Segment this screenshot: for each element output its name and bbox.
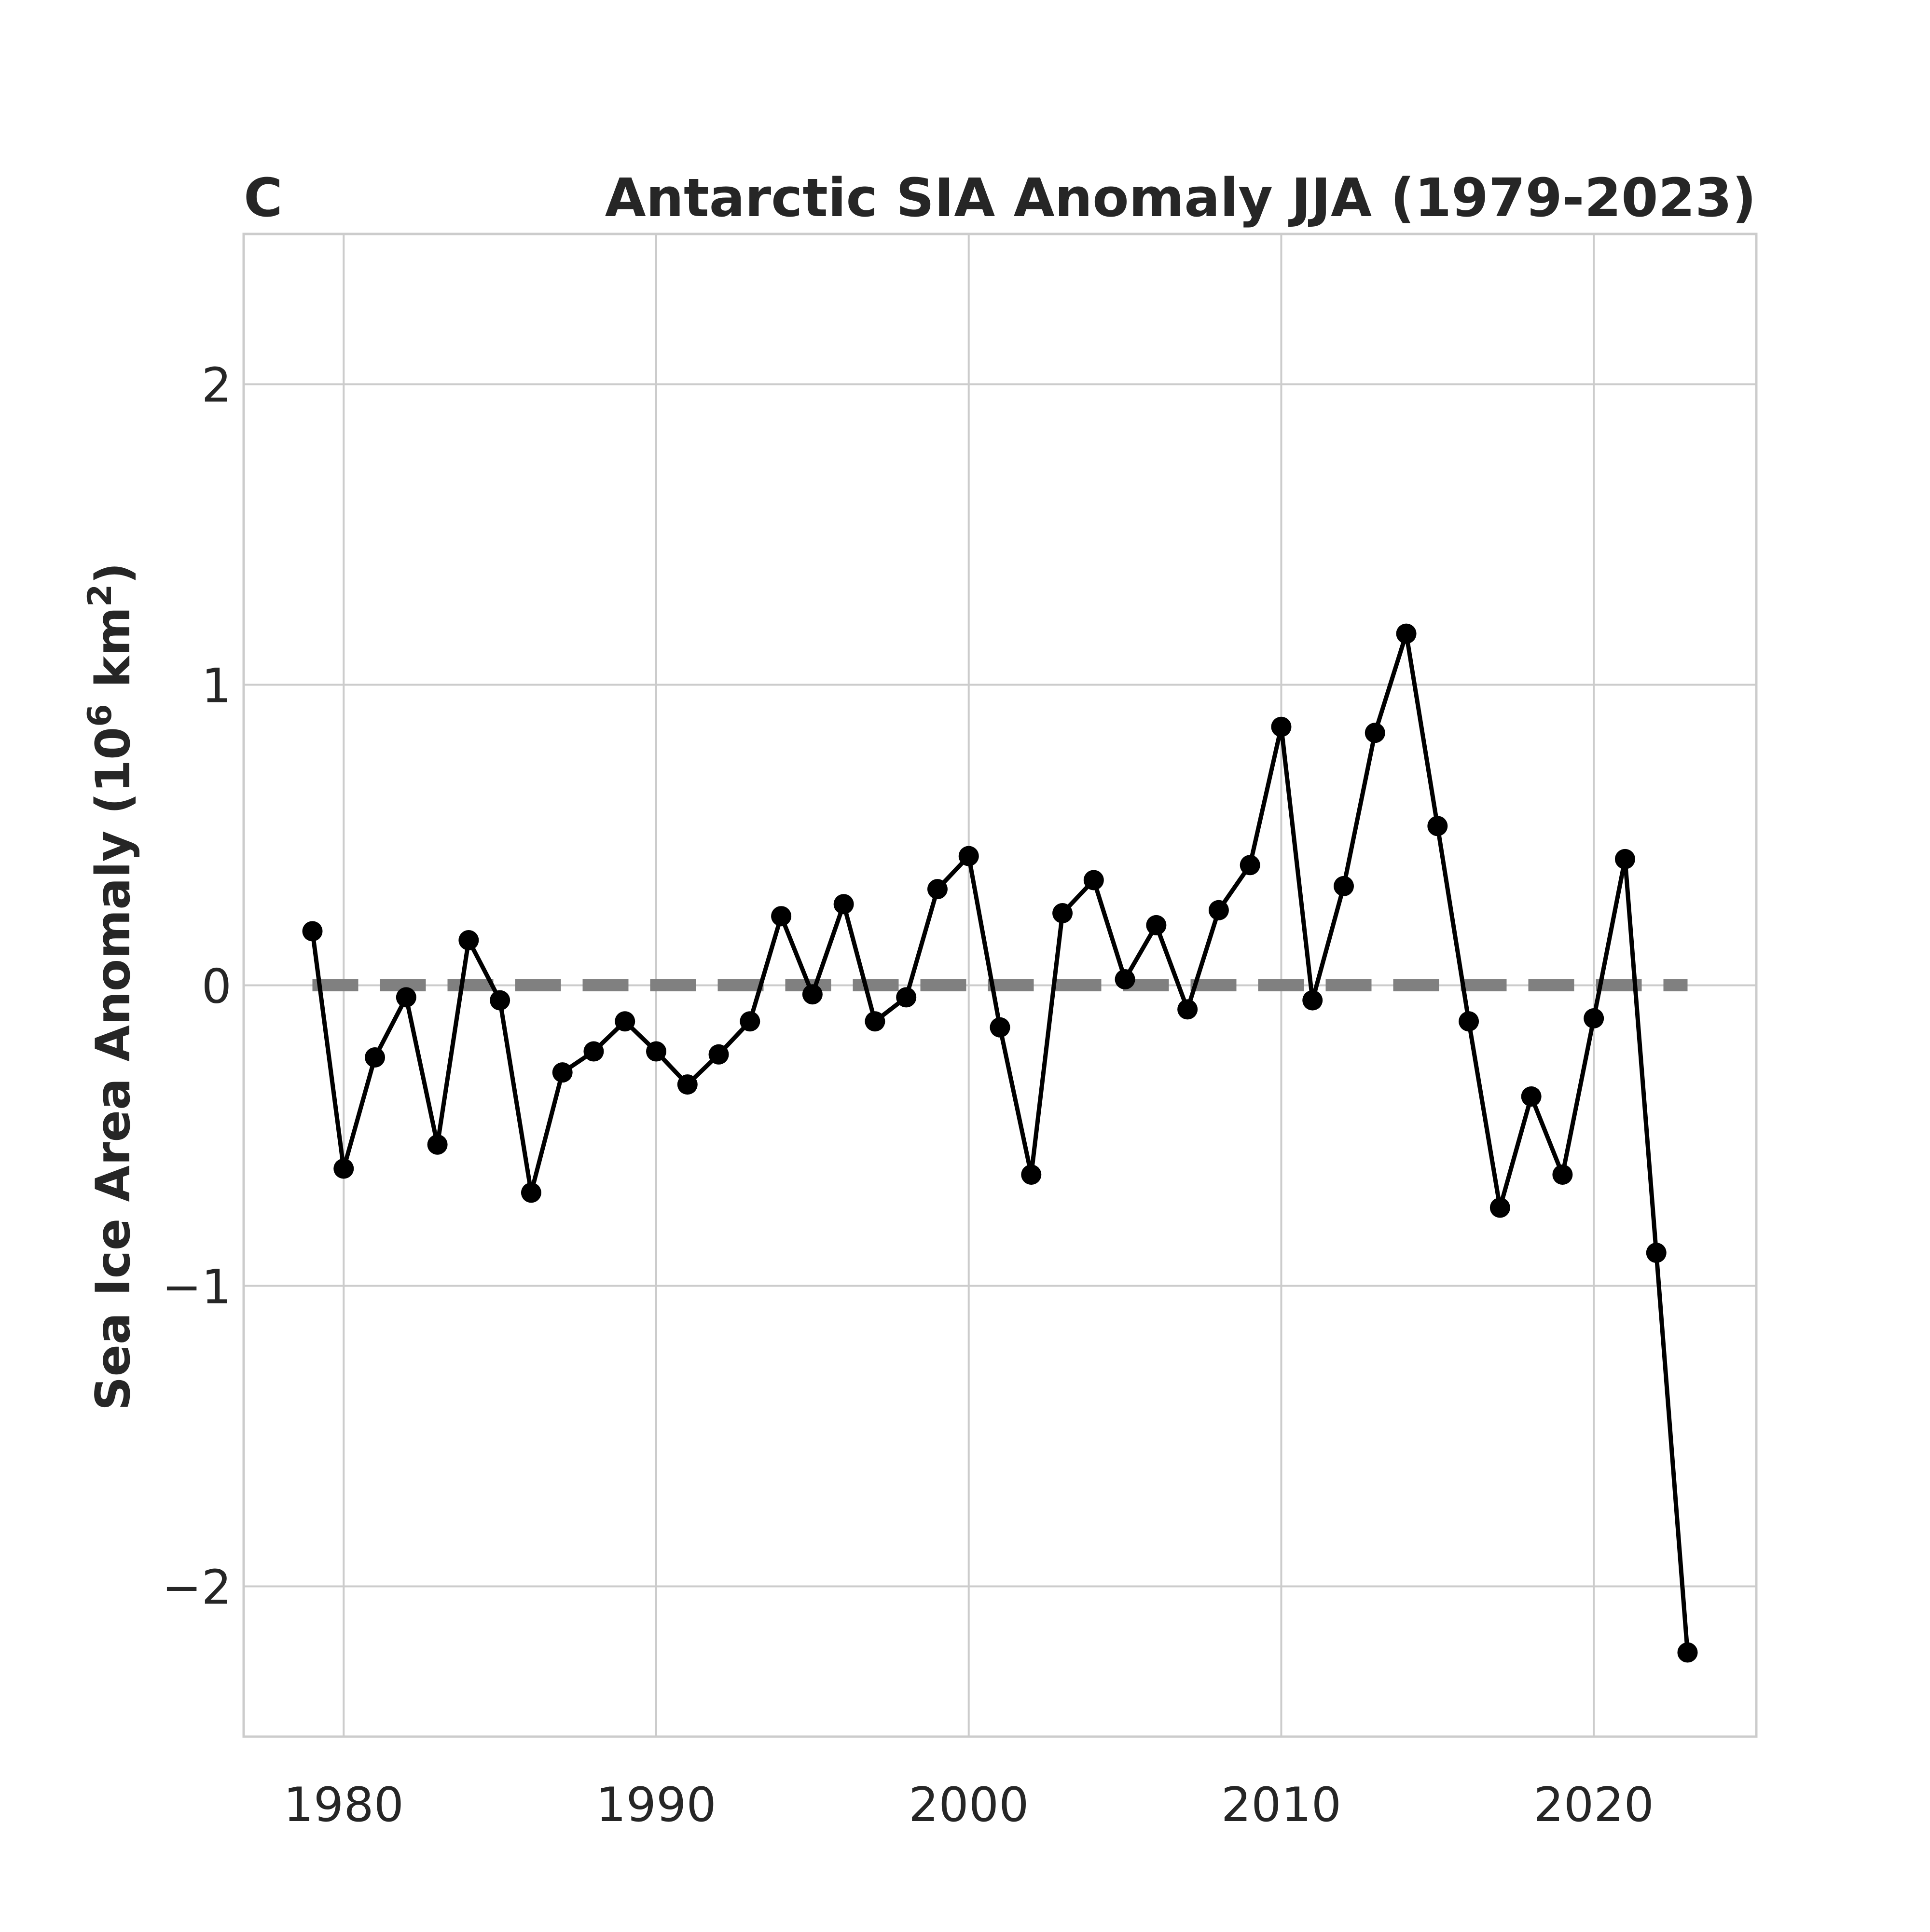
data-point (458, 930, 479, 951)
data-point (1646, 1242, 1667, 1263)
series-group (302, 623, 1698, 1663)
x-tick-label: 2010 (1221, 1778, 1341, 1833)
data-point (896, 987, 917, 1008)
data-point (1302, 990, 1323, 1011)
data-point (333, 1158, 354, 1179)
data-point (396, 987, 416, 1008)
data-point (1208, 900, 1229, 920)
grid-lines (244, 234, 1756, 1737)
data-point (1677, 1642, 1698, 1663)
data-point (1083, 870, 1104, 891)
data-point (490, 990, 510, 1011)
data-point (1115, 969, 1135, 990)
data-point (1240, 855, 1260, 876)
y-tick-label: −2 (162, 1561, 232, 1616)
data-point (740, 1011, 760, 1032)
data-point (1584, 1008, 1604, 1029)
x-tick-label: 1980 (284, 1778, 404, 1833)
data-point (615, 1011, 635, 1032)
tick-labels: 1980 1990 2000 2010 2020 −2 −1 0 1 2 (162, 358, 1654, 1833)
data-point (1146, 915, 1167, 935)
data-point (1521, 1086, 1542, 1107)
data-point (771, 906, 792, 927)
data-point (1614, 849, 1635, 869)
y-tick-label: 2 (202, 358, 232, 413)
data-point (1177, 999, 1198, 1020)
plot-frame (242, 233, 1758, 1738)
data-point (1334, 876, 1354, 896)
data-point (802, 984, 823, 1005)
x-tick-label: 2020 (1533, 1778, 1654, 1833)
data-point (1271, 716, 1292, 737)
data-point (1021, 1164, 1042, 1185)
data-point (521, 1182, 541, 1203)
data-point (1365, 723, 1385, 743)
chart-title: Antarctic SIA Anomaly JJA (1979-2023) (605, 167, 1756, 229)
data-point (1052, 903, 1073, 923)
data-point (708, 1044, 729, 1065)
data-point (1459, 1011, 1479, 1032)
data-point (958, 846, 979, 866)
data-point (927, 879, 948, 900)
data-point (990, 1017, 1010, 1038)
y-tick-label: −1 (162, 1260, 232, 1315)
data-point (365, 1047, 386, 1068)
data-point (833, 894, 854, 915)
data-point (646, 1041, 666, 1062)
data-point (677, 1074, 698, 1095)
series-line (310, 631, 1690, 1653)
panel-label: C (244, 167, 283, 229)
y-axis-label: Sea Ice Area Anomaly (106 km2) (81, 562, 141, 1411)
data-point (552, 1062, 573, 1083)
data-point (302, 921, 323, 942)
y-tick-label: 1 (202, 659, 232, 714)
data-point (1427, 816, 1448, 836)
y-tick-label: 0 (202, 959, 232, 1014)
data-point (865, 1011, 885, 1032)
data-point (1396, 623, 1417, 644)
x-tick-label: 1990 (596, 1778, 716, 1833)
data-point (583, 1041, 604, 1062)
data-point (427, 1134, 448, 1155)
data-point (1552, 1164, 1573, 1185)
x-tick-label: 2000 (909, 1778, 1029, 1833)
data-point (1489, 1197, 1510, 1218)
